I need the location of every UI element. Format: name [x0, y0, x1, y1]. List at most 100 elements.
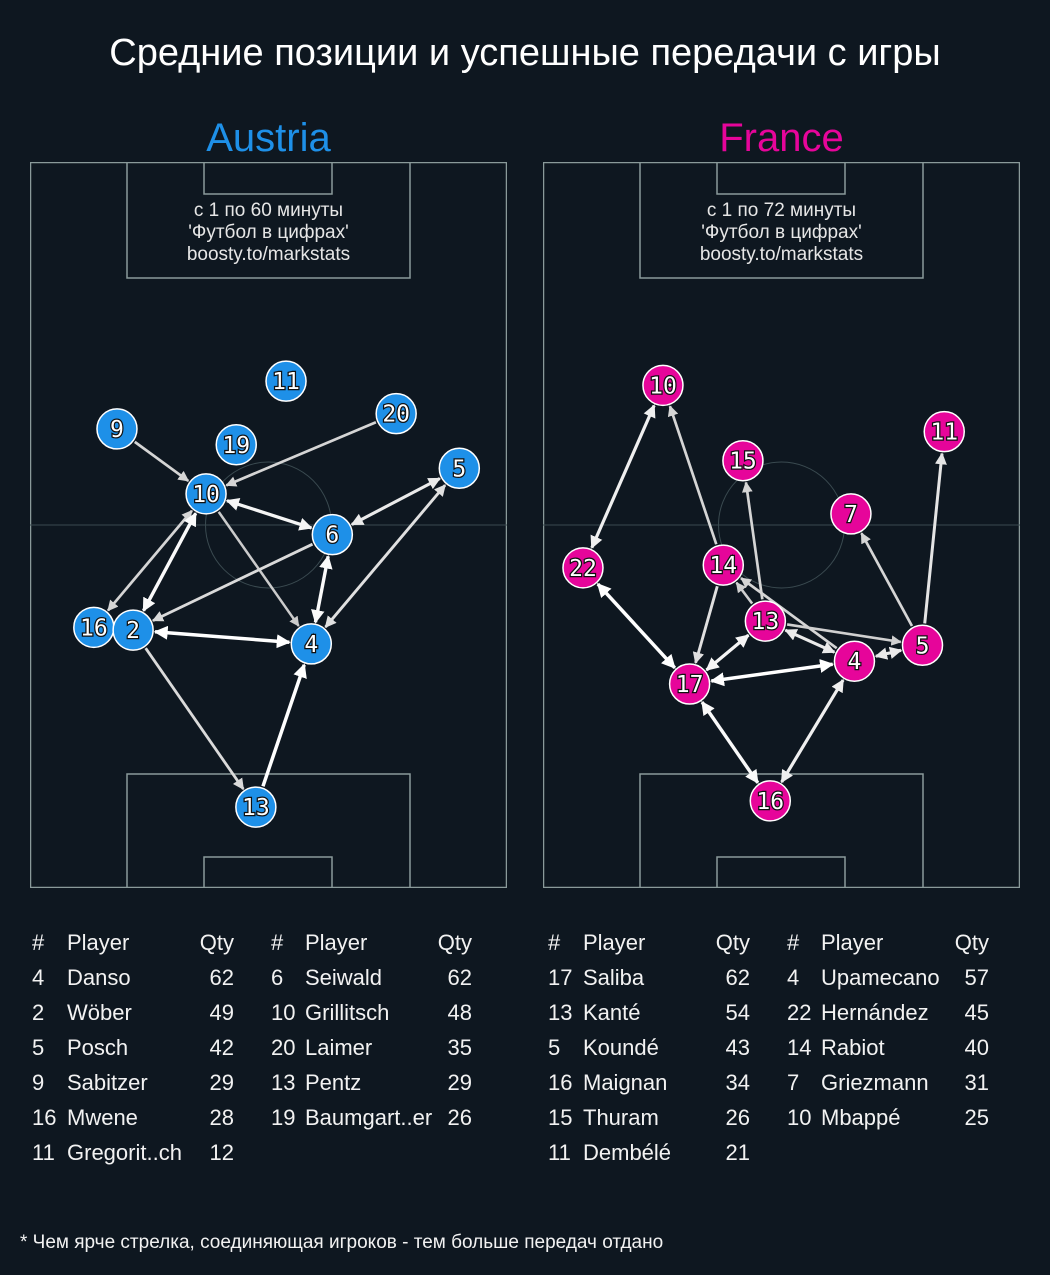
- table-header: # Player Qty: [787, 930, 989, 955]
- player-node-16: 16: [73, 606, 115, 649]
- player-node-6: 6: [311, 513, 354, 556]
- note-time-range: с 1 по 60 минуты: [193, 200, 344, 221]
- pass-arrow-9-10: [133, 440, 190, 483]
- pass-table-france-1: # Player Qty 17 Saliba 62 13 Kanté 54 5 Koundé 43 16…: [0, 930, 1050, 1175]
- player-node-9: 9: [96, 408, 138, 450]
- table-row: 16 Maignan 34: [548, 1070, 750, 1095]
- penalty-box-top: [639, 162, 924, 279]
- goal-area-top: [203, 162, 333, 195]
- player-number: 11: [32, 1140, 55, 1165]
- player-name: Sabitzer: [67, 1070, 148, 1095]
- player-name: Posch: [67, 1035, 129, 1060]
- player-number: 9: [110, 417, 124, 443]
- player-name: Griezmann: [821, 1070, 929, 1095]
- pass-arrow-13-14: [735, 581, 754, 605]
- player-number: 13: [752, 609, 780, 635]
- player-node-11: 11: [265, 360, 307, 402]
- pass-arrow-17-4: [710, 659, 835, 687]
- player-number: #: [548, 930, 561, 955]
- pass-arrow-14-17: [692, 585, 719, 664]
- player-name: Pentz: [305, 1070, 362, 1095]
- player-node-4: 4: [833, 640, 876, 682]
- pass-arrow-6-2: [151, 542, 314, 622]
- table-row: 11 Gregorit..ch 12: [32, 1140, 234, 1165]
- player-number: 10: [271, 1000, 296, 1025]
- pitch-france: 10 11 15 7 22 14 13 5 4 17 16: [543, 162, 1020, 888]
- note-source: 'Футбол в цифрах': [701, 222, 862, 243]
- table-row: 16 Mwene 28: [32, 1105, 234, 1130]
- player-number: 19: [271, 1105, 296, 1130]
- player-number: 11: [272, 369, 300, 395]
- player-name: Player: [305, 930, 368, 955]
- table-row: 10 Mbappé 25: [787, 1105, 989, 1130]
- player-node-2: 2: [112, 609, 154, 651]
- player-name: Baumgart..er: [305, 1105, 433, 1130]
- player-number: 4: [787, 965, 800, 990]
- player-number: 15: [729, 449, 757, 475]
- player-number: 5: [548, 1035, 561, 1060]
- player-name: Mwene: [67, 1105, 138, 1130]
- player-name: Laimer: [305, 1035, 373, 1060]
- player-node-5: 5: [901, 624, 944, 667]
- player-name: Grillitsch: [305, 1000, 390, 1025]
- table-row: 10 Grillitsch 48: [271, 1000, 472, 1025]
- player-number: 17: [676, 672, 704, 698]
- player-name: Kanté: [583, 1000, 641, 1025]
- note-time-range: с 1 по 72 минуты: [706, 200, 857, 221]
- player-name: Hernández: [821, 1000, 929, 1025]
- player-number: 2: [126, 618, 140, 644]
- table-header: # Player Qty: [271, 930, 472, 955]
- player-number: 22: [569, 556, 597, 582]
- player-number: #: [787, 930, 800, 955]
- player-number: 4: [848, 649, 862, 675]
- pass-arrow-13-5: [786, 623, 902, 646]
- player-name: Player: [821, 930, 884, 955]
- player-number: 20: [382, 402, 410, 428]
- player-node-15: 15: [722, 439, 764, 482]
- player-number: 5: [452, 456, 466, 482]
- player-name: Danso: [67, 965, 131, 990]
- player-number: 13: [271, 1070, 296, 1095]
- table-row: 19 Baumgart..er 26: [271, 1105, 472, 1130]
- table-row: 20 Laimer 35: [271, 1035, 472, 1060]
- pitch-note-austria: с 1 по 60 минуты 'Футбол в цифрах' boost…: [30, 200, 507, 266]
- table-row: 9 Sabitzer 29: [32, 1070, 234, 1095]
- player-number: 16: [756, 789, 784, 815]
- table-header: # Player Qty: [548, 930, 750, 955]
- player-node-10: 10: [642, 364, 684, 407]
- player-node-16: 16: [749, 780, 792, 822]
- player-number: 16: [32, 1105, 57, 1130]
- note-link: boosty.to/markstats: [186, 244, 351, 265]
- pass-arrow-4-5: [324, 484, 447, 629]
- pass-arrow-6-5: [350, 477, 441, 526]
- player-name: Player: [583, 930, 646, 955]
- footnote: * Чем ярче стрелка, соединяющая игроков …: [20, 1232, 664, 1253]
- player-name: Mbappé: [821, 1105, 901, 1130]
- player-number: 19: [222, 433, 250, 459]
- player-name: Saliba: [583, 965, 645, 990]
- table-row: 15 Thuram 26: [548, 1105, 750, 1130]
- player-name: Gregorit..ch: [67, 1140, 182, 1165]
- player-number: 6: [325, 523, 339, 549]
- pass-arrow-17-16: [700, 701, 760, 784]
- player-number: 14: [709, 553, 737, 579]
- player-node-11: 11: [923, 410, 965, 453]
- player-name: Maignan: [583, 1070, 668, 1095]
- player-node-10: 10: [185, 473, 227, 515]
- player-number: 13: [242, 795, 270, 821]
- pass-arrow-4-16: [780, 678, 845, 784]
- player-node-13: 13: [744, 600, 787, 642]
- pass-arrow-17-13: [705, 633, 750, 672]
- player-number: 11: [930, 420, 958, 446]
- table-row: 2 Wöber 49: [32, 1000, 234, 1025]
- pass-arrow-10-2: [142, 512, 198, 612]
- goal-area-bottom: [203, 856, 333, 888]
- note-source: 'Футбол в цифрах': [188, 222, 349, 243]
- pass-arrow-13-4: [261, 663, 307, 787]
- player-number: 4: [32, 965, 45, 990]
- player-node-13: 13: [235, 786, 277, 828]
- player-number: 6: [271, 965, 284, 990]
- pass-arrow-5-11: [923, 452, 947, 624]
- pass-arrow-20-10: [225, 420, 377, 487]
